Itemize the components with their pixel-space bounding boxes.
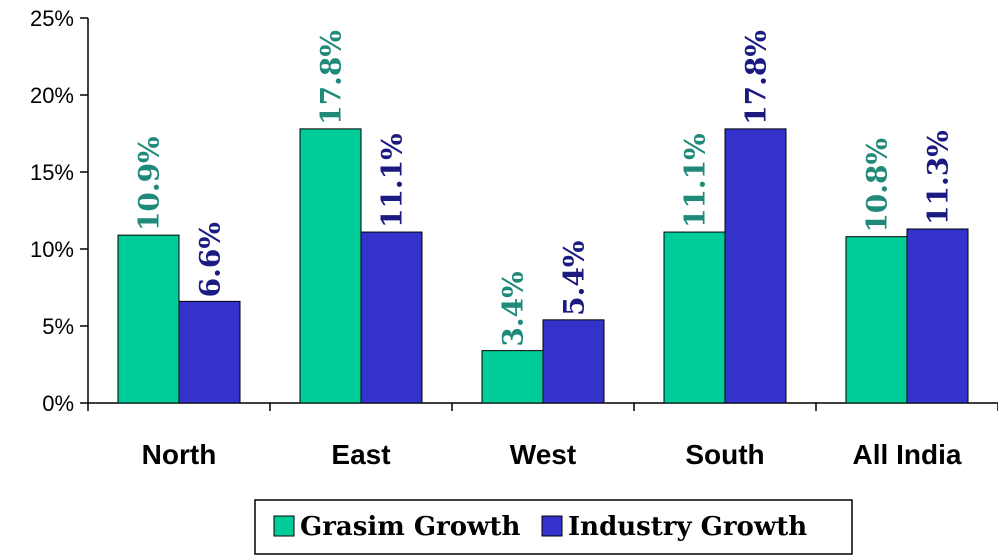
- data-label: 10.8%: [861, 138, 894, 233]
- bar: [542, 319, 605, 404]
- bar: [481, 350, 544, 404]
- y-axis: 0% 5% 10% 15% 20% 25%: [30, 6, 89, 416]
- legend-swatch-grasim: [273, 515, 295, 537]
- bar: [663, 231, 726, 404]
- data-label: 6.6%: [194, 222, 227, 297]
- bar: [845, 236, 908, 404]
- category-labels: North East West South All India: [142, 439, 962, 470]
- data-label: 11.3%: [922, 130, 955, 225]
- data-label: 5.4%: [558, 241, 591, 316]
- y-tick-label: 10%: [30, 237, 74, 262]
- bar: [360, 231, 423, 404]
- y-tick-label: 0%: [42, 391, 74, 416]
- bar: [724, 128, 787, 404]
- y-tick-label: 5%: [42, 314, 74, 339]
- data-labels: 10.9% 6.6% 17.8% 11.1% 3.4% 5.4% 11.1% 17.8% 10.…: [133, 30, 955, 347]
- bar: [299, 128, 362, 404]
- category-label: West: [510, 439, 576, 470]
- category-label: All India: [853, 439, 962, 470]
- data-label: 11.1%: [679, 133, 712, 228]
- category-label: East: [331, 439, 390, 470]
- bar: [906, 228, 969, 404]
- y-tick-label: 20%: [30, 83, 74, 108]
- y-tick-label: 25%: [30, 6, 74, 31]
- legend-label-grasim: Grasim Growth: [300, 512, 520, 542]
- data-label: 10.9%: [133, 136, 166, 231]
- data-label: 11.1%: [376, 133, 409, 228]
- bars: [117, 128, 969, 404]
- bar: [117, 234, 180, 404]
- data-label: 17.8%: [740, 30, 773, 125]
- legend-label-industry: Industry Growth: [568, 512, 807, 542]
- data-label: 17.8%: [315, 30, 348, 125]
- legend-swatch-industry: [541, 515, 563, 537]
- data-label: 3.4%: [497, 271, 530, 346]
- category-label: North: [142, 439, 217, 470]
- x-axis: [87, 402, 998, 411]
- category-label: South: [685, 439, 764, 470]
- bar: [178, 300, 241, 404]
- legend: Grasim Growth Industry Growth: [254, 499, 853, 555]
- y-tick-label: 15%: [30, 160, 74, 185]
